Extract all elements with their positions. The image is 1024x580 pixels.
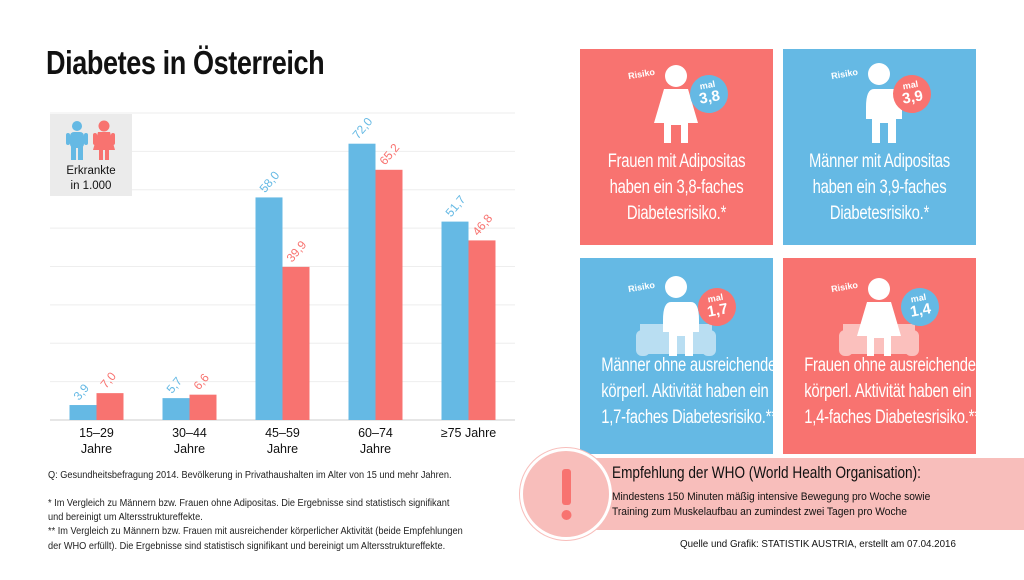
who-line: Mindestens 150 Minuten mäßig intensive B…: [612, 491, 931, 503]
bar-women: [468, 240, 496, 420]
exclamation-icon: [561, 469, 572, 520]
credit: Quelle und Grafik: STATISTIK AUSTRIA, er…: [680, 538, 956, 550]
data-label-men: 58,0: [257, 168, 283, 195]
data-label-women: 7,0: [98, 369, 120, 391]
x-tick-label: Jahre: [81, 442, 112, 456]
data-label-women: 65,2: [377, 141, 403, 168]
x-tick-label: 45–59: [265, 426, 300, 440]
x-tick-label: Jahre: [360, 442, 391, 456]
bar-men: [255, 197, 283, 420]
panel-text-line: 1,4-faches Diabetesrisiko.**: [804, 407, 980, 428]
panel-text-line: Männer ohne ausreichende: [601, 355, 777, 376]
risk-panel: Risiko mal 3,8 Frauen mit Adipositas haben…: [580, 49, 773, 245]
footnote-1: * Im Vergleich zu Männern bzw. Frauen oh…: [48, 498, 450, 509]
footnote-1b: und bereinigt um Altersstruktureffekte.: [48, 512, 203, 523]
man-icon: [66, 121, 88, 160]
man-on-sofa-icon: [636, 276, 716, 356]
data-label-men: 5,7: [164, 374, 186, 396]
panel-text-line: Diabetesrisiko.*: [626, 203, 727, 224]
who-text: Mindestens 150 Minuten mäßig intensive B…: [612, 490, 930, 520]
panel-text-line: Diabetesrisiko.*: [829, 203, 930, 224]
bar-chart: 3,97,0 15–29 Jahre 5,7 6,6 30–44 Jahre 58,0 39,9…: [50, 112, 515, 456]
x-tick-label: 15–29: [79, 426, 114, 440]
page-title: Diabetes in Österreich: [46, 44, 325, 81]
x-tick-label: 60–74: [358, 426, 393, 440]
panel-text-line: 1,7-faches Diabetesrisiko.**: [601, 407, 777, 428]
bar-men: [69, 405, 97, 420]
bar-women: [96, 393, 124, 420]
who-alert-circle: [520, 448, 612, 540]
data-label-women: 6,6: [191, 371, 213, 393]
bar-women: [282, 266, 310, 420]
x-tick-label: 30–44: [172, 426, 207, 440]
woman-icon: [93, 120, 115, 160]
source-note: Q: Gesundheitsbefragung 2014. Bevölkerun…: [48, 470, 452, 481]
legend-label-line: Erkrankte: [66, 165, 116, 177]
panel-text-line: haben ein 3,8-faches: [609, 177, 744, 198]
footnote-2: ** Im Vergleich zu Männern bzw. Frauen m…: [48, 526, 463, 537]
panel-text-line: haben ein 3,9-faches: [812, 177, 947, 198]
panel-text-line: körperl. Aktivität haben ein: [804, 381, 972, 402]
panel-text-line: Männer mit Adipositas: [809, 151, 950, 172]
legend-label: Erkrankte in 1.000: [50, 164, 132, 194]
footnote-2b: der WHO erfüllt). Die Ergebnisse sind st…: [48, 541, 446, 552]
panel-text-line: Frauen ohne ausreichende: [804, 355, 976, 376]
data-label-men: 72,0: [350, 114, 376, 141]
legend-label-line: in 1.000: [70, 180, 112, 192]
who-title: Empfehlung der WHO (World Health Organis…: [612, 463, 921, 482]
x-tick-label: Jahre: [267, 442, 298, 456]
man-icon: [864, 63, 902, 143]
x-tick-label: Jahre: [174, 442, 205, 456]
risk-panel: Risiko mal 3,9 Männer mit Adipositas haben…: [783, 49, 976, 245]
bar-men: [441, 221, 469, 420]
bar-men: [162, 398, 190, 420]
data-label-men: 3,9: [71, 381, 93, 403]
chart-legend: Erkrankte in 1.000: [50, 114, 132, 196]
woman-icon: [654, 65, 698, 143]
data-label-men: 51,7: [443, 192, 469, 219]
woman-on-sofa-icon: [839, 278, 919, 356]
data-label-women: 46,8: [470, 211, 496, 238]
bar-women: [189, 394, 217, 420]
who-line: Training zum Muskelaufbau an zumindest z…: [612, 506, 907, 518]
risk-panel: Risiko mal 1,4 Frauen ohne ausreichende kö…: [783, 258, 980, 454]
panel-text-line: Frauen mit Adipositas: [607, 151, 746, 172]
x-tick-label: ≥75 Jahre: [441, 426, 497, 440]
risk-panel: Risiko mal 1,7 Männer ohne ausreichende kö…: [580, 258, 777, 454]
data-label-women: 39,9: [284, 238, 310, 265]
who-recommendation-band: [596, 458, 1024, 530]
panel-text-line: körperl. Aktivität haben ein: [601, 381, 769, 402]
bar-men: [348, 143, 376, 420]
bar-women: [375, 169, 403, 420]
